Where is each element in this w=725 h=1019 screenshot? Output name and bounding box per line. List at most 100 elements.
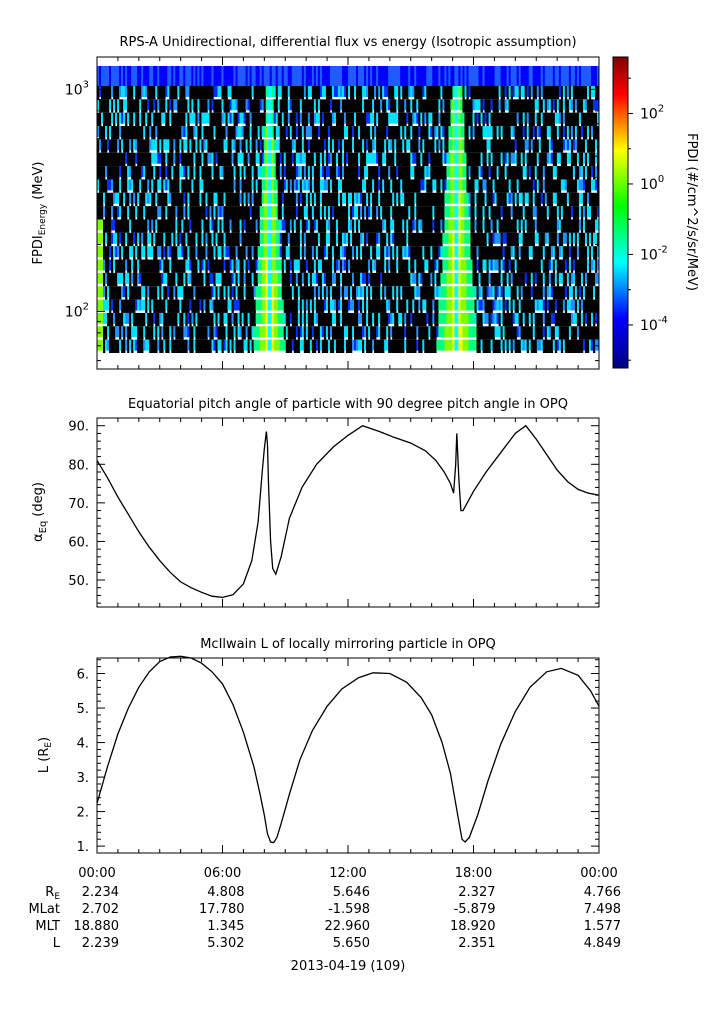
spectrogram-cell [281,259,285,273]
spectrogram-cell [444,272,447,284]
spectrogram-cell [468,312,471,324]
spectrogram-cell [406,152,409,167]
spectrogram-cell [231,139,234,151]
spectrogram-cell [428,286,431,300]
spectrogram-cell [500,219,503,233]
spectrogram-cell [199,259,202,273]
spectrogram-cell [522,152,526,167]
spectrogram-cell [171,326,174,340]
spectrogram-cell [105,66,108,86]
spectrogram-cell [476,86,479,100]
spectrogram-cell [484,246,487,260]
spectrogram-cell [289,112,293,127]
spectrogram-cell [348,86,351,97]
spectrogram-cell [291,166,295,180]
spectrogram-cell [159,259,162,271]
spectrogram-cell [173,272,176,287]
spectrogram-cell [590,286,594,300]
spectrogram-cell [590,139,594,153]
spectrogram-cell [514,206,517,220]
spectrogram-cell [468,139,471,153]
spectrogram-cell [548,326,552,338]
spectrogram-cell [456,272,459,284]
spectrogram-cell [444,232,447,244]
spectrogram-cell [432,112,435,127]
spectrogram-cell [305,286,309,300]
spectrogram-cell [410,272,413,284]
spectrogram-cell [462,206,465,218]
spectrogram-cell [404,99,407,111]
spectrogram-cell [129,312,132,327]
spectrogram-cell [482,286,485,300]
spectrogram-cell [123,99,126,111]
spectrogram-cell [295,246,299,260]
spectrogram-cell [285,259,289,273]
spectrogram-cell [596,232,600,247]
spectrogram-cell [592,126,596,140]
spectrogram-cell [490,179,493,193]
spectrogram-cell [486,112,489,127]
spectrogram-cell [442,86,445,100]
spectrogram-cell [356,192,359,204]
spectrogram-cell [400,112,403,127]
spectrogram-cell [149,126,152,137]
spectrogram-cell [133,86,136,97]
spectrogram-cell [111,126,114,140]
spectrogram-cell [215,86,218,97]
spectrogram-cell [99,179,102,193]
spectrogram-cell [157,312,160,327]
spectrogram-cell [299,312,303,327]
spectrogram-cell [115,139,118,153]
spectrogram-cell [323,326,327,340]
spectrogram-cell [548,272,552,284]
spectrogram-cell [299,179,303,193]
spectrogram-cell [542,152,546,167]
spectrogram-cell [358,66,361,86]
spectrogram-cell [263,232,266,244]
spectrogram-cell [504,112,507,127]
spectrogram-cell [125,259,128,271]
spectrogram-cell [566,206,570,220]
spectrogram-cell [550,299,554,313]
spectrogram-cell [424,286,427,300]
spectrogram-cell [430,326,433,340]
spectrogram-cell [209,286,212,300]
spectrogram-cell [496,192,499,207]
spectrogram-cell [169,166,172,180]
spectrogram-cell [384,112,387,127]
spectrogram-cell [329,66,333,86]
spectrogram-cell [169,312,172,327]
spectrogram-cell [293,166,297,180]
spectrogram-cell [480,312,483,327]
spectrogram-cell [167,99,170,113]
spectrogram-cell [592,219,596,233]
spectrogram-cell [117,112,120,127]
spectrogram-cell [141,192,144,207]
spectrogram-cell [420,126,423,140]
spectrogram-cell [528,166,532,178]
spectrogram-cell [161,166,164,180]
spectrogram-cell [454,272,457,284]
spectrogram-cell [213,219,216,233]
spectrogram-cell [488,192,491,207]
spectrogram-cell [233,232,236,247]
spectrogram-cell [348,206,351,218]
spectrogram-cell [354,232,357,247]
spectrogram-cell [193,192,196,207]
spectrogram-cell [207,99,210,111]
spectrogram-cell [225,272,228,287]
spectrogram-cell [548,286,552,298]
spectrogram-cell [516,86,519,97]
spectrogram-cell [249,299,252,313]
spectrogram-cell [526,299,530,313]
spectrogram-cell [185,99,188,113]
spectrogram-cell [97,219,100,231]
spectrogram-cell [554,166,558,178]
spectrogram-cell [295,126,299,137]
spectrogram-cell [201,206,204,220]
spectrogram-cell [145,126,148,140]
spectrogram-cell [139,139,142,153]
spectrogram-cell [366,99,369,113]
spectrogram-cell [404,152,407,167]
spectrogram-cell [109,206,112,220]
